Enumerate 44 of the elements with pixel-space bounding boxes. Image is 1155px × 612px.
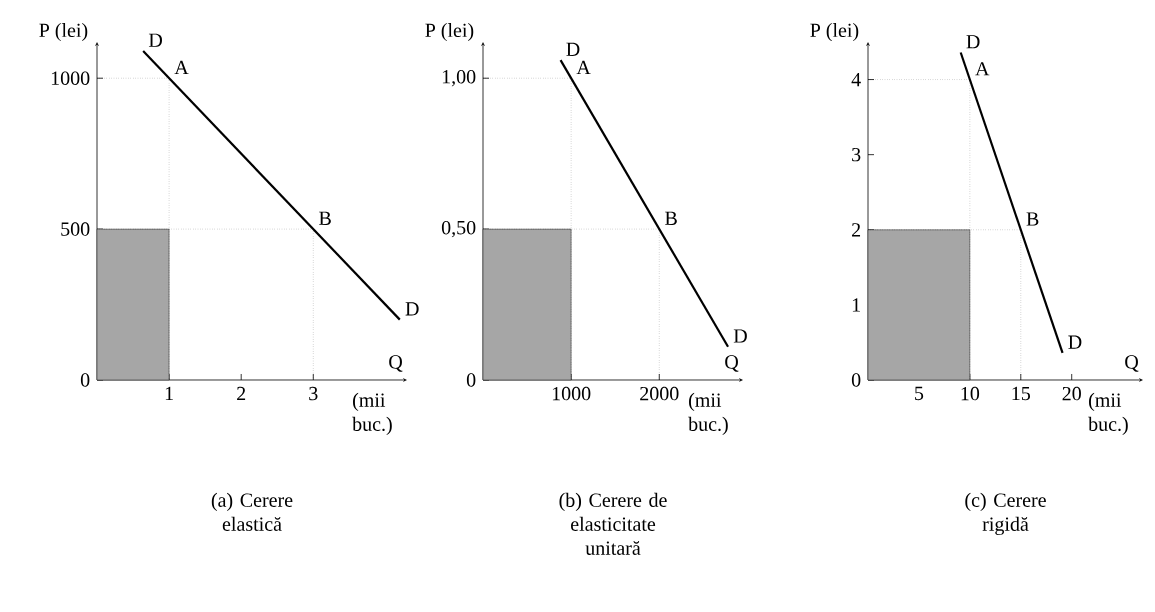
y-axis-title: P (lei) (425, 22, 474, 42)
x-tick-label: 20 (1062, 386, 1081, 401)
annotation: Q (1125, 355, 1139, 372)
y-axis-title: P (lei) (39, 22, 88, 42)
text: (a) Cerere elastică (211, 492, 293, 531)
annotation: B (319, 211, 331, 225)
y-tick-label: 0 (80, 373, 90, 387)
annotation: D (966, 35, 980, 49)
y-tick-label: 4 (851, 72, 861, 87)
x-tick-label: 15 (1012, 386, 1030, 401)
annotation: Q (389, 355, 403, 372)
annotation: D (566, 42, 580, 56)
annotation: A (174, 60, 189, 74)
annotation: D (405, 302, 419, 316)
annotation: Q (725, 355, 739, 372)
x-axis-title: (mii buc.) (352, 392, 392, 435)
annotation: A (975, 62, 990, 76)
x-tick-label: 1000 (552, 386, 591, 401)
text: (b) Cerere de elasticitate unitară (559, 492, 667, 555)
x-tick-label: 2 (237, 386, 246, 401)
x-tick-label: 5 (915, 386, 924, 401)
annotation: B (665, 211, 677, 225)
y-tick-label: 500 (61, 222, 90, 236)
text: (c) Cerere rigidă (965, 492, 1046, 536)
y-tick-label: 0 (851, 373, 861, 387)
x-axis-title: (mii buc.) (1088, 392, 1128, 435)
annotation: A (576, 60, 591, 75)
y-tick-label: 0,50 (441, 220, 476, 238)
y-tick-label: 3 (852, 147, 861, 162)
x-tick-label: 3 (309, 386, 318, 401)
x-tick-label: 10 (961, 386, 980, 401)
annotation: B (1026, 212, 1039, 226)
y-tick-label: 1 (852, 298, 860, 312)
annotation: D (148, 33, 162, 47)
y-tick-label: 0 (466, 373, 476, 387)
y-tick-label: 1000 (51, 71, 90, 85)
x-tick-label: 2000 (640, 386, 679, 401)
y-tick-label: 2 (852, 223, 861, 237)
x-tick-label: 1 (165, 386, 173, 401)
y-tick-label: 1,00 (442, 70, 476, 87)
x-axis-title: (mii buc.) (688, 392, 728, 435)
annotation: D (1068, 335, 1082, 349)
annotation: D (733, 329, 747, 343)
y-axis-title: P (lei) (810, 22, 859, 42)
